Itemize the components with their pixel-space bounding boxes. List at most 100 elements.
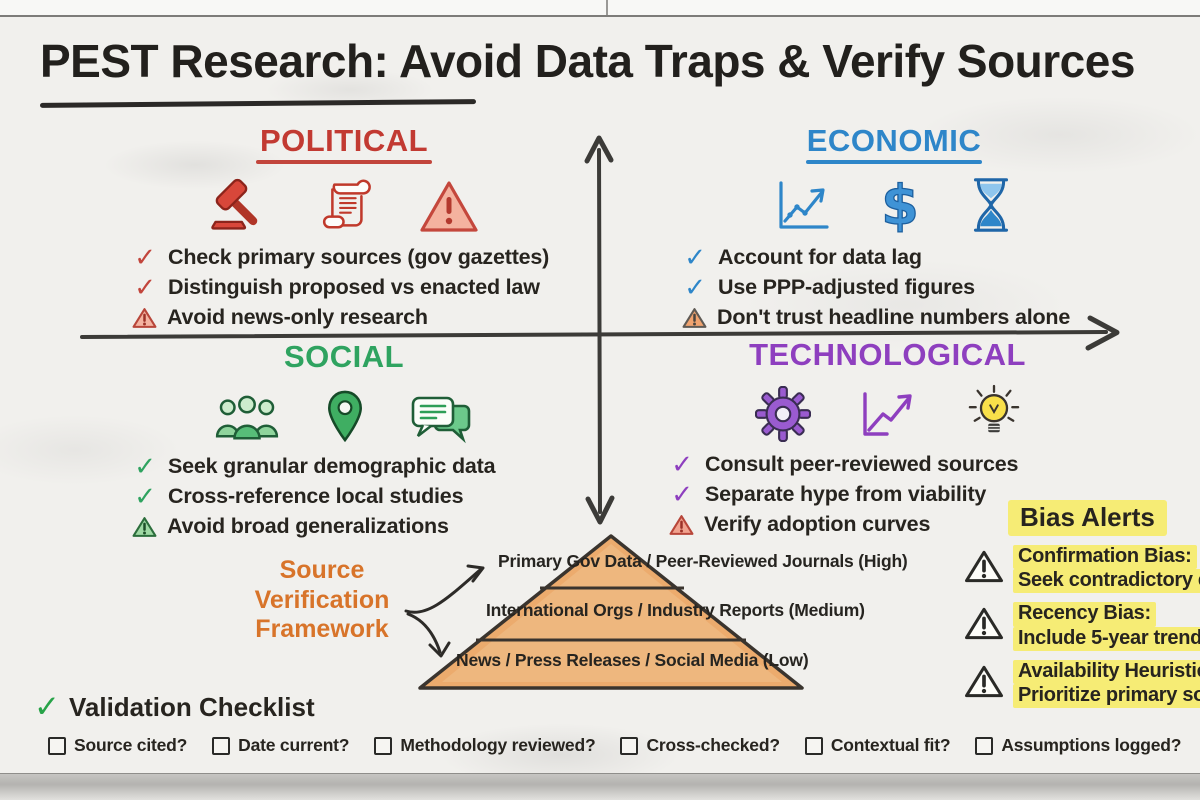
quadrant-economic-icons: $ xyxy=(772,171,1016,235)
dollar-icon: $ xyxy=(881,175,920,235)
source-pyramid xyxy=(418,534,804,690)
warning-triangle-icon xyxy=(965,550,1003,583)
check-icon: ✓ xyxy=(134,242,156,273)
checklist-item-label: Methodology reviewed? xyxy=(400,735,596,755)
quadrant-social-heading: SOCIAL xyxy=(283,339,405,374)
quadrant-technological-heading: TECHNOLOGICAL xyxy=(749,337,1026,372)
quadrant-social-icons xyxy=(214,380,474,444)
quadrant-social: SOCIAL xyxy=(118,340,570,540)
trend-chart-icon xyxy=(862,392,912,437)
whiteboard-frame-top xyxy=(0,0,1200,17)
quadrant-political: POLITICAL xyxy=(118,124,570,331)
list-item-text: Avoid broad generalizations xyxy=(167,514,449,539)
quadrant-economic: ECONOMIC $ xyxy=(668,124,1120,331)
list-item-text: Check primary sources (gov gazettes) xyxy=(168,245,550,270)
people-icon xyxy=(215,396,279,440)
page-title: PEST Research: Avoid Data Traps & Verify… xyxy=(40,35,1135,87)
list-item: ✓ Seek granular demographic data xyxy=(132,453,495,480)
bias-name: Availability Heuristic: xyxy=(1013,659,1200,684)
source-verification-framework-label: Source Verification Framework xyxy=(232,556,412,645)
warning-triangle-icon xyxy=(965,665,1003,697)
checklist-item: Date current? xyxy=(212,735,350,756)
quadrant-technological-list: ✓ Consult peer-reviewed sources ✓ Separa… xyxy=(669,451,1018,538)
framework-label-line: Source xyxy=(279,556,365,584)
check-icon: ✓ xyxy=(134,451,156,482)
checklist-item: Contextual fit? xyxy=(804,735,951,756)
bias-tip: Seek contradictory ev xyxy=(1013,569,1200,594)
quadrant-economic-list: ✓ Account for data lag ✓ Use PPP-adjuste… xyxy=(682,244,1070,331)
list-item: ✓ Cross-reference local studies xyxy=(132,483,495,510)
checkbox-icon xyxy=(374,736,393,755)
pyramid-tier-medium: International Orgs / Industry Reports (M… xyxy=(486,600,865,620)
quadrant-economic-heading: ECONOMIC xyxy=(806,123,982,158)
bias-alert-text: Confirmation Bias: Seek contradictory ev xyxy=(1013,545,1200,594)
bias-alert-item: Availability Heuristic: Prioritize prima… xyxy=(964,659,1200,709)
title-underline xyxy=(39,99,477,108)
list-item-text: Distinguish proposed vs enacted law xyxy=(168,275,540,300)
warning-triangle-icon xyxy=(682,307,707,328)
warning-triangle-icon xyxy=(965,608,1003,640)
framework-arrows xyxy=(404,564,485,658)
quadrant-political-heading: POLITICAL xyxy=(259,123,429,158)
list-item: Avoid news-only research xyxy=(132,304,549,331)
list-item-text: Don't trust headline numbers alone xyxy=(717,305,1071,330)
framework-label-line: Framework xyxy=(255,615,389,643)
line-chart-icon xyxy=(779,181,829,230)
checklist-item-label: Date current? xyxy=(238,735,350,755)
list-item-text: Consult peer-reviewed sources xyxy=(705,452,1019,477)
list-item: ✓ Account for data lag xyxy=(682,244,1070,271)
list-item: ✓ Separate hype from viability xyxy=(669,481,1018,508)
bias-name: Confirmation Bias: xyxy=(1013,545,1197,570)
svg-text:$: $ xyxy=(881,175,919,235)
checkbox-icon xyxy=(48,736,66,755)
bias-name: Recency Bias: xyxy=(1013,602,1156,627)
quadrant-social-list: ✓ Seek granular demographic data ✓ Cross… xyxy=(132,453,496,540)
bias-tip: Prioritize primary sou xyxy=(1013,683,1200,709)
checklist-item-label: Assumptions logged? xyxy=(1001,735,1182,755)
list-item: Verify adoption curves xyxy=(669,511,1018,538)
bias-alerts-title: Bias Alerts xyxy=(1008,500,1167,536)
quadrant-economic-underline xyxy=(806,160,982,165)
quadrant-political-underline xyxy=(256,160,432,165)
check-icon: ✓ xyxy=(134,481,156,512)
warning-triangle-icon xyxy=(669,514,694,535)
checkbox-icon xyxy=(620,736,639,755)
whiteboard-frame-seam xyxy=(606,0,608,15)
bias-tip: Include 5-year trends xyxy=(1013,626,1200,651)
check-icon: ✓ xyxy=(684,242,706,273)
gavel-icon xyxy=(211,179,258,231)
quadrant-political-list: ✓ Check primary sources (gov gazettes) ✓… xyxy=(132,244,549,331)
list-item-text: Account for data lag xyxy=(718,245,922,270)
check-icon: ✓ xyxy=(671,479,693,510)
checklist-item-label: Source cited? xyxy=(74,735,188,755)
checkbox-icon xyxy=(804,736,823,755)
list-item: ✓ Check primary sources (gov gazettes) xyxy=(132,244,549,271)
list-item-text: Verify adoption curves xyxy=(704,512,931,537)
list-item-text: Avoid news-only research xyxy=(167,305,428,330)
quadrant-political-icons xyxy=(209,171,479,235)
checklist-item-label: Cross-checked? xyxy=(646,735,780,755)
list-item-text: Use PPP-adjusted figures xyxy=(718,275,975,300)
warning-triangle-icon xyxy=(132,516,157,537)
pyramid-tier-low: News / Press Releases / Social Media (Lo… xyxy=(456,650,809,670)
bias-alert-item: Confirmation Bias: Seek contradictory ev xyxy=(964,545,1200,594)
checkbox-icon xyxy=(975,736,994,755)
list-item: Avoid broad generalizations xyxy=(132,513,495,540)
framework-label-line: Verification xyxy=(254,585,390,614)
list-item-text: Seek granular demographic data xyxy=(168,454,496,479)
quadrant-technological-icons xyxy=(754,378,1021,443)
scroll-icon xyxy=(322,180,371,229)
whiteboard-tray xyxy=(0,773,1200,800)
warning-triangle-icon xyxy=(420,181,478,233)
hourglass-icon xyxy=(973,178,1009,233)
bias-alert-item: Recency Bias: Include 5-year trends xyxy=(964,602,1200,651)
list-item: ✓ Consult peer-reviewed sources xyxy=(669,451,1018,478)
bias-alert-text: Availability Heuristic: Prioritize prima… xyxy=(1013,659,1200,709)
warning-triangle-icon xyxy=(132,307,157,328)
lightbulb-icon xyxy=(968,385,1019,433)
check-icon: ✓ xyxy=(684,272,706,303)
list-item: ✓ Distinguish proposed vs enacted law xyxy=(132,274,549,301)
validation-checklist-title: ✓ Validation Checklist xyxy=(34,692,315,723)
pyramid-tier-high: Primary Gov Data / Peer-Reviewed Journal… xyxy=(498,551,908,571)
